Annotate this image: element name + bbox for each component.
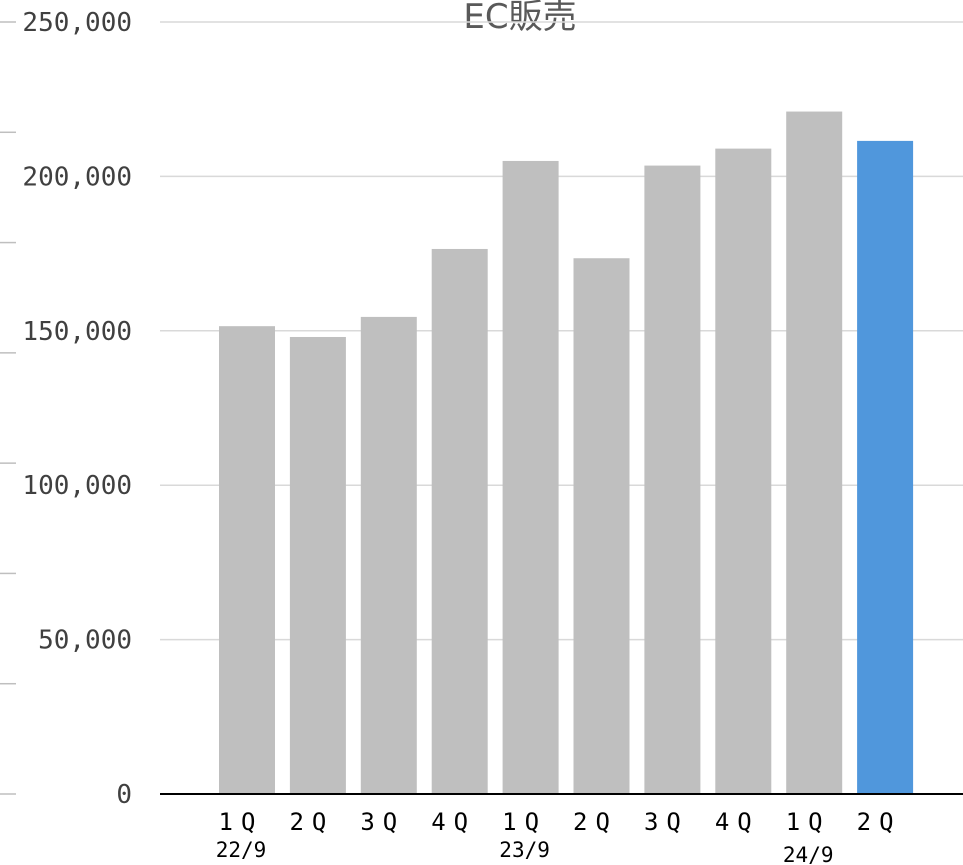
y-tick-label: 150,000 (22, 317, 132, 347)
bar (219, 326, 275, 794)
y-tick-label: 50,000 (38, 626, 132, 656)
y-axis-ticks: 0 50,000 100,000 150,000 200,000 250,000 (22, 8, 132, 810)
bar (786, 111, 843, 794)
x-tick-label: 2Q (289, 808, 334, 836)
x-tick-label: 3Q (644, 808, 689, 836)
x-tick-label: 2Q (573, 808, 618, 836)
bar (431, 248, 488, 794)
bar (502, 160, 559, 794)
bar (573, 258, 630, 794)
gridlines (160, 21, 963, 641)
y-tick-label: 200,000 (22, 162, 132, 192)
y-tick-label: 0 (116, 780, 132, 810)
x-tick-label: 1Q (786, 808, 831, 836)
bar (360, 316, 417, 794)
bar (644, 165, 701, 795)
y-tick-label: 250,000 (22, 8, 132, 38)
x-period-label: 23/9 (499, 838, 550, 862)
x-tick-label: 1Q (502, 808, 547, 836)
x-period-label: 22/9 (216, 838, 267, 862)
x-tick-label: 4Q (431, 808, 476, 836)
chart-title: EC販売 (463, 0, 576, 37)
x-period-label: 24/9 (783, 843, 834, 865)
bar (289, 336, 346, 794)
x-tick-label: 4Q (715, 808, 760, 836)
y-tick-label: 100,000 (22, 471, 132, 501)
x-tick-label: 2Q (857, 808, 902, 836)
left-tick-marks (0, 21, 16, 795)
x-tick-label: 1Q (219, 808, 264, 836)
bar (715, 148, 772, 794)
x-tick-label: 3Q (360, 808, 405, 836)
bar (857, 140, 914, 794)
bars (219, 111, 914, 795)
